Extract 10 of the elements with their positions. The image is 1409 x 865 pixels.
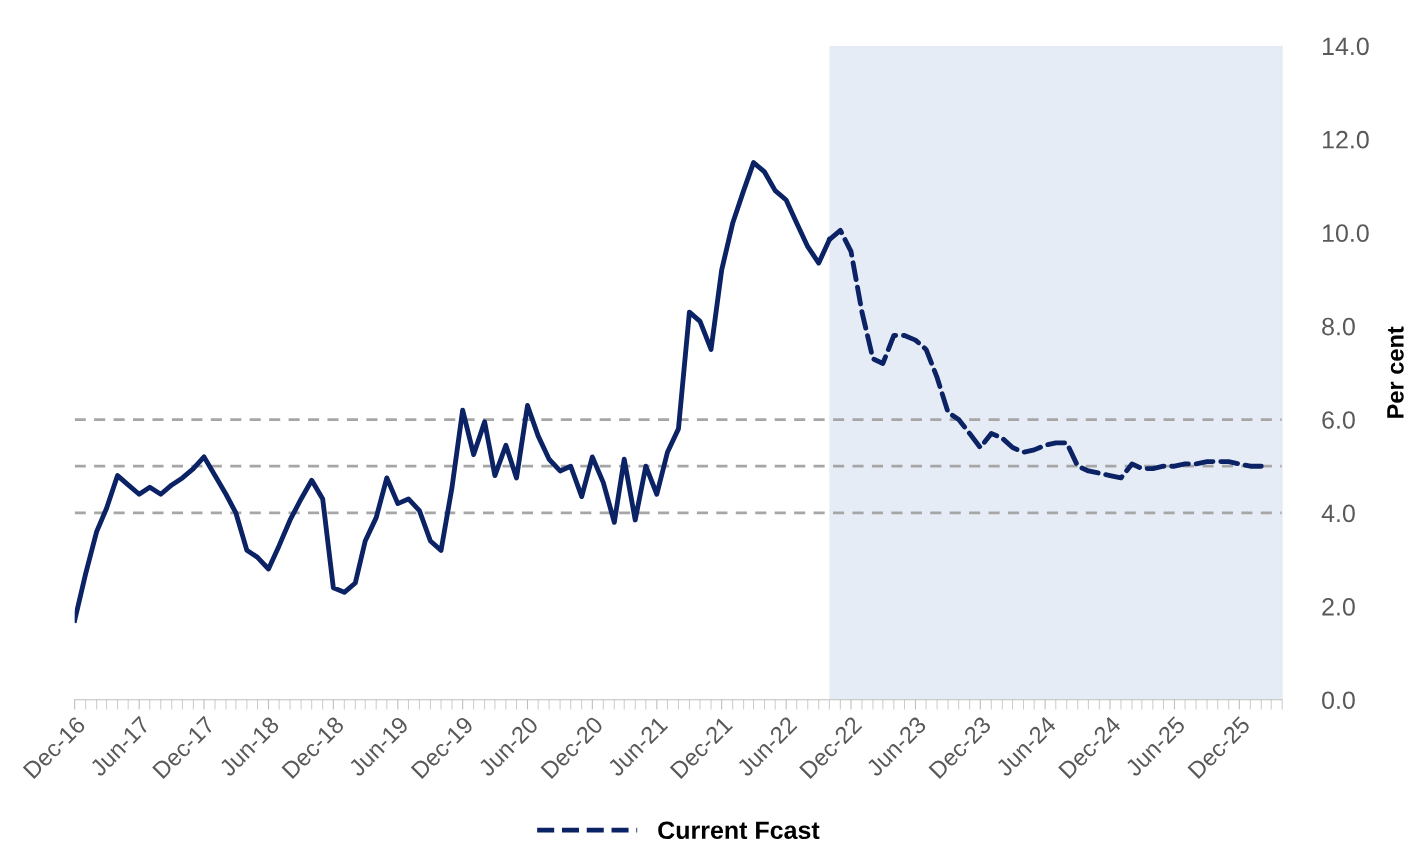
legend-label: Current Fcast bbox=[658, 821, 820, 840]
y-tick-label: 2.0 bbox=[1322, 597, 1355, 616]
y-tick-label: 0.0 bbox=[1322, 691, 1355, 710]
y-tick-label: 12.0 bbox=[1322, 130, 1369, 149]
y-tick-label: 10.0 bbox=[1322, 224, 1369, 242]
y-tick-label: 6.0 bbox=[1322, 411, 1355, 429]
y-tick-label: 14.0 bbox=[1322, 37, 1369, 56]
y-tick-label: 4.0 bbox=[1321, 504, 1355, 523]
y-axis-title: Per cent bbox=[1387, 326, 1404, 418]
y-tick-label: 8.0 bbox=[1322, 317, 1355, 336]
